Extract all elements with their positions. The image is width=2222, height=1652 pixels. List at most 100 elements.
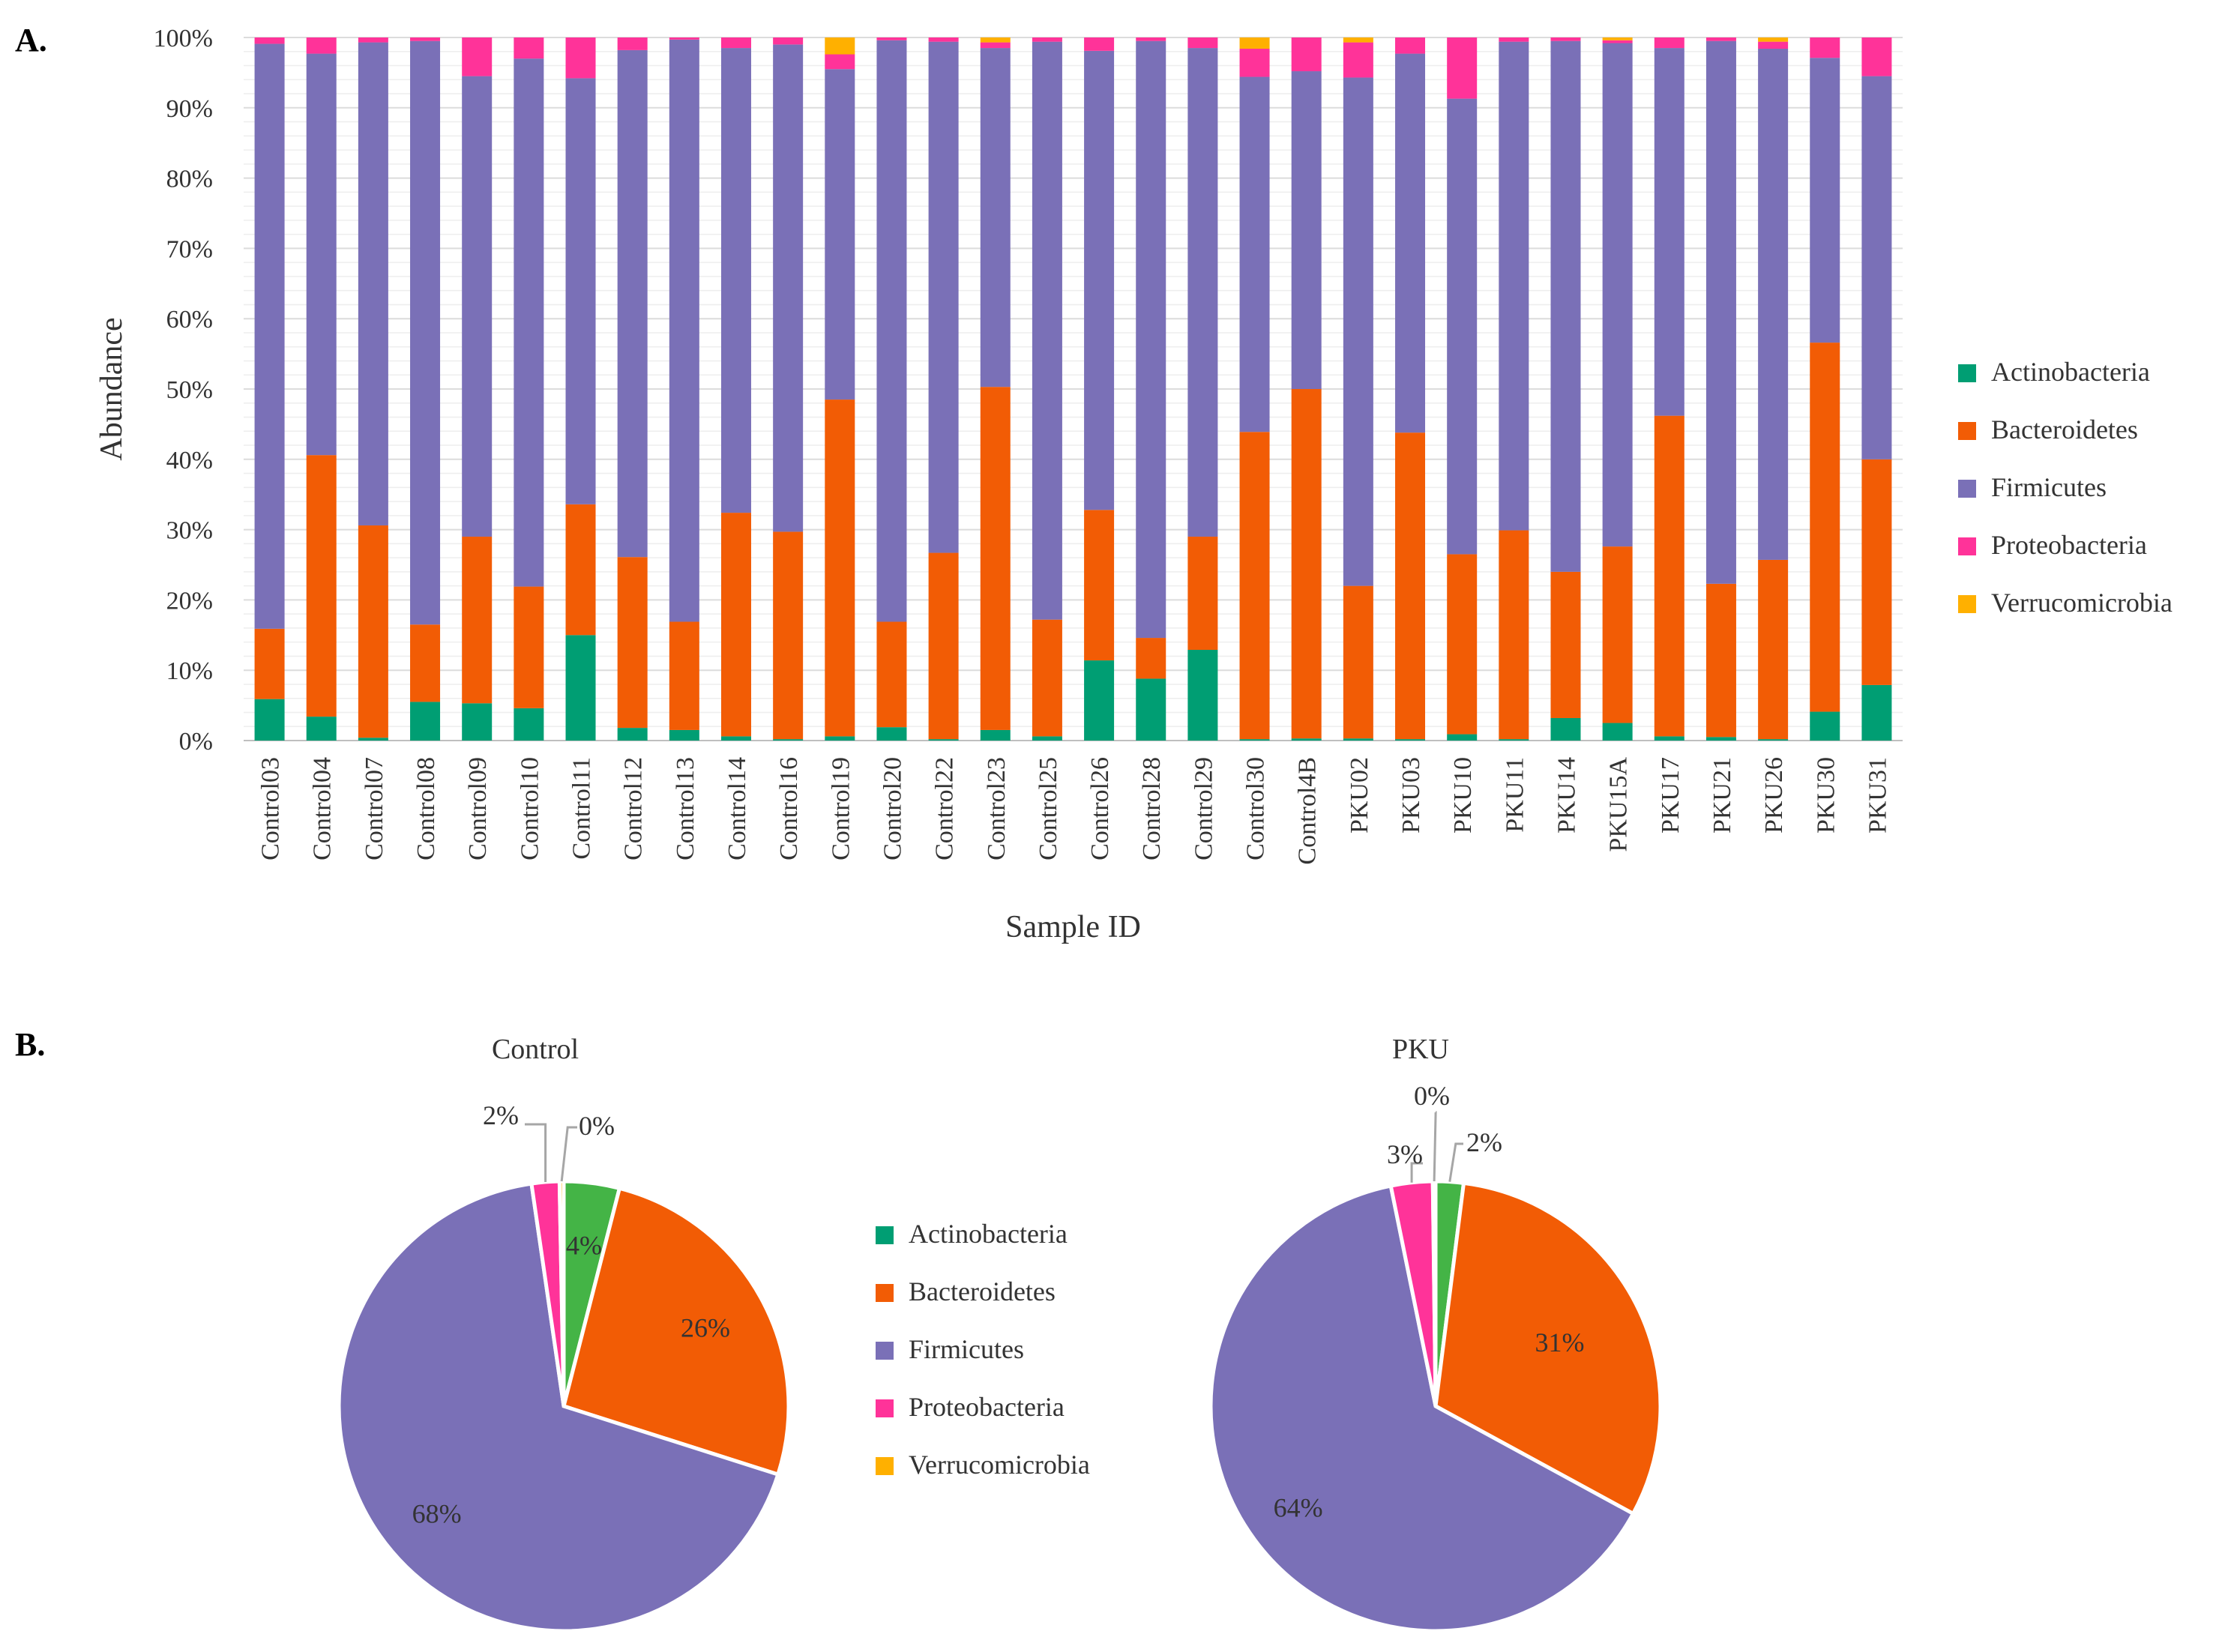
bar-segment-proteobacteria	[773, 37, 804, 45]
bar-segment-proteobacteria	[254, 37, 285, 44]
legend-swatch-proteobacteria	[876, 1399, 894, 1417]
bar-segment-bacteroidetes	[1343, 585, 1373, 739]
bar-segment-bacteroidetes	[1084, 510, 1115, 661]
x-tick-label: PKU30	[1812, 757, 1840, 833]
x-tick-label: Control25	[1035, 757, 1062, 860]
bar-segment-actinobacteria	[1602, 723, 1633, 741]
bar-stack-control08	[410, 37, 441, 741]
bar-segment-firmicutes	[565, 78, 596, 504]
y-tick-label: 0%	[179, 728, 213, 756]
x-tick-label: PKU10	[1449, 757, 1477, 833]
bar-segment-proteobacteria	[825, 54, 855, 70]
bar-stack-control03	[254, 37, 285, 741]
bar-segment-actinobacteria	[1499, 739, 1529, 741]
bar-segment-actinobacteria	[1032, 736, 1062, 741]
x-tick-label: Control07	[361, 757, 388, 860]
bar-segment-actinobacteria	[410, 702, 441, 741]
bar-segment-firmicutes	[1654, 48, 1684, 416]
y-tick-label: 70%	[166, 235, 213, 263]
bar-segment-bacteroidetes	[358, 525, 388, 738]
legend-swatch-bacteroidetes	[1958, 422, 1976, 440]
bar-stack-pku14	[1550, 37, 1581, 741]
x-tick-label: PKU14	[1553, 757, 1580, 833]
bar-segment-actinobacteria	[565, 635, 596, 741]
bar-segment-verrucomicrobia	[1343, 37, 1373, 43]
bar-segment-firmicutes	[928, 41, 959, 553]
bar-segment-proteobacteria	[1343, 42, 1373, 78]
bar-segment-firmicutes	[1395, 53, 1426, 433]
pie-slice-bacteroidetes	[1433, 1181, 1663, 1516]
legend-label-proteobacteria: Proteobacteria	[1991, 530, 2147, 560]
bar-segment-bacteroidetes	[1447, 554, 1478, 735]
bar-segment-proteobacteria	[1447, 37, 1478, 99]
bar-stack-pku17	[1654, 37, 1684, 741]
bar-segment-actinobacteria	[1758, 739, 1789, 741]
x-tick-label: PKU31	[1864, 757, 1891, 833]
x-tick-label: PKU15A	[1605, 757, 1633, 852]
bar-segment-firmicutes	[462, 76, 493, 537]
bar-segment-firmicutes	[1343, 77, 1373, 586]
bar-stack-control07	[358, 37, 388, 741]
x-tick-label: Control08	[412, 757, 440, 860]
x-tick-label: Control19	[827, 757, 855, 860]
bar-segment-proteobacteria	[1239, 49, 1270, 77]
x-tick-label: Control03	[257, 757, 285, 860]
bar-segment-bacteroidetes	[1239, 432, 1270, 740]
bar-stack-control4b	[1291, 37, 1322, 741]
x-tick-label: PKU26	[1760, 757, 1788, 833]
x-tick-label: Control14	[723, 757, 751, 860]
panel-label-b: B.	[15, 1026, 45, 1063]
bar-stack-control20	[876, 37, 907, 741]
legend-swatch-actinobacteria	[876, 1226, 894, 1244]
bar-segment-firmicutes	[1136, 40, 1166, 639]
bar-stack-control26	[1084, 37, 1115, 741]
bar-segment-actinobacteria	[1705, 737, 1736, 741]
bar-segment-firmicutes	[514, 58, 544, 587]
pie-label-actinobacteria: 4%	[566, 1231, 602, 1261]
bar-stack-pku02	[1343, 37, 1373, 741]
bar-segment-bacteroidetes	[1395, 432, 1426, 740]
bar-segment-firmicutes	[825, 69, 855, 400]
bar-segment-bacteroidetes	[514, 586, 544, 708]
bar-segment-actinobacteria	[1395, 739, 1426, 741]
bar-segment-firmicutes	[1758, 49, 1789, 560]
bar-segment-bacteroidetes	[1758, 559, 1789, 740]
bar-segment-proteobacteria	[1861, 37, 1892, 76]
bar-segment-bacteroidetes	[306, 455, 337, 717]
pie-label-proteobacteria: 3%	[1387, 1139, 1423, 1169]
pie-leader-line	[1448, 1142, 1463, 1182]
x-tick-label: PKU21	[1708, 757, 1736, 833]
bar-segment-bacteroidetes	[1187, 536, 1218, 650]
pie-label-bacteroidetes: 26%	[681, 1312, 730, 1342]
y-tick-label: 10%	[166, 657, 213, 685]
bar-segment-proteobacteria	[669, 37, 699, 40]
bar-segment-bacteroidetes	[462, 536, 493, 704]
x-tick-label: Control12	[620, 757, 648, 860]
x-tick-label: Control4B	[1294, 757, 1322, 865]
legend-swatch-proteobacteria	[1958, 537, 1976, 555]
bar-segment-firmicutes	[358, 42, 388, 525]
bar-stack-control19	[825, 37, 855, 741]
pie-slice-bacteroidetes	[561, 1186, 791, 1477]
bar-stack-control04	[306, 37, 337, 741]
bar-segment-proteobacteria	[358, 37, 388, 43]
bar-segment-firmicutes	[1602, 43, 1633, 547]
bar-stack-pku10	[1447, 37, 1478, 741]
bar-segment-verrucomicrobia	[1602, 37, 1633, 40]
bar-segment-actinobacteria	[720, 736, 751, 741]
bar-segment-firmicutes	[617, 49, 648, 558]
bar-segment-actinobacteria	[980, 729, 1011, 741]
bar-stack-control09	[462, 37, 493, 741]
bar-segment-bacteroidetes	[1291, 389, 1322, 739]
pie-pku: 2% 31% 64% 3% 0%	[1208, 1081, 1663, 1633]
y-tick-label: 80%	[166, 166, 213, 193]
bar-segment-proteobacteria	[1550, 37, 1581, 41]
bar-segment-firmicutes	[1705, 40, 1736, 584]
bar-segment-proteobacteria	[1084, 37, 1115, 51]
bar-segment-proteobacteria	[720, 37, 751, 49]
x-tick-label: Control29	[1190, 757, 1217, 860]
bar-segment-actinobacteria	[1239, 739, 1270, 741]
bar-segment-firmicutes	[1291, 71, 1322, 390]
bar-segment-firmicutes	[1187, 48, 1218, 537]
bar-stack-control14	[720, 37, 751, 741]
